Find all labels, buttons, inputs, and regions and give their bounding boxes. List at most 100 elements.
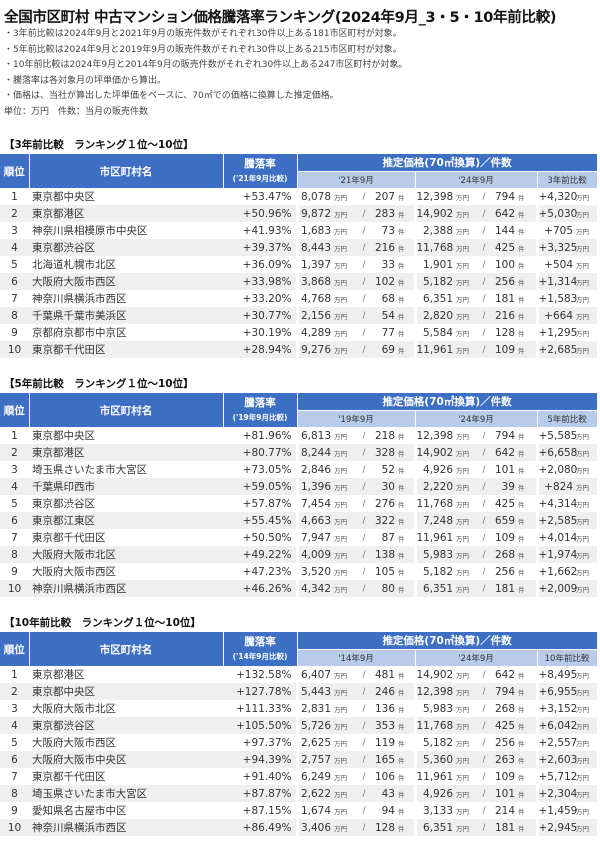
- municipality-name: 東京都港区: [29, 444, 223, 461]
- municipality-name: 東京都中央区: [29, 427, 223, 444]
- section-title: 【10年前比較 ランキング１位～10位】: [4, 617, 201, 629]
- table-row: 3 大阪府大阪市北区 +111.33% 2,831 万円 / 136 件 5,9…: [0, 700, 598, 717]
- count-unit: 件: [395, 768, 417, 785]
- yen-unit: 万円: [331, 273, 359, 290]
- past-price: 1,396: [297, 478, 331, 495]
- slash: /: [479, 324, 489, 341]
- yen-unit: 万円: [453, 700, 479, 717]
- past-count: 138: [369, 546, 395, 563]
- change-rate: +30.19%: [223, 324, 299, 341]
- slash: /: [359, 700, 369, 717]
- rate-header-label: 騰落率: [244, 158, 276, 170]
- past-count: 136: [369, 700, 395, 717]
- table-row: 5 北海道札幌市北区 +36.09% 1,397 万円 / 33 件 1,901…: [0, 256, 598, 273]
- count-unit: 件: [515, 256, 539, 273]
- slash: /: [359, 273, 369, 290]
- now-price: 4,926: [415, 785, 453, 802]
- yen-unit: 万円: [453, 785, 479, 802]
- slash: /: [479, 478, 489, 495]
- yen-unit: 万円: [453, 239, 479, 256]
- name-header: 市区町村名: [29, 393, 224, 427]
- now-price: 14,902: [415, 205, 453, 222]
- price-diff: +1,974: [537, 546, 577, 563]
- past-count: 54: [369, 307, 395, 324]
- past-price: 6,813: [297, 427, 331, 444]
- now-count: 642: [489, 205, 515, 222]
- table-row: 2 東京都港区 +80.77% 8,244 万円 / 328 件 14,902 …: [0, 444, 598, 461]
- now-price: 14,902: [415, 444, 453, 461]
- change-rate: +87.87%: [223, 785, 299, 802]
- count-unit: 件: [515, 717, 539, 734]
- ranking-section: 【3年前比較 ランキング１位～10位】 順位 市区町村名 騰落率 ('21年9月…: [0, 137, 598, 358]
- slash: /: [359, 768, 369, 785]
- now-count: 642: [489, 444, 515, 461]
- municipality-name: 千葉県千葉市美浜区: [29, 307, 223, 324]
- ranking-section: 【10年前比較 ランキング１位～10位】 順位 市区町村名 騰落率 ('14年9…: [0, 615, 598, 836]
- price-diff: +664: [537, 307, 573, 324]
- slash: /: [479, 563, 489, 580]
- now-price: 11,768: [415, 495, 453, 512]
- change-rate: +39.37%: [223, 239, 299, 256]
- count-unit: 件: [515, 290, 539, 307]
- table-row: 10 神奈川県横浜市西区 +86.49% 3,406 万円 / 128 件 6,…: [0, 819, 598, 836]
- diff-header: 3年前比較: [537, 171, 598, 188]
- ranking-table: 順位 市区町村名 騰落率 ('19年9月比較) 推定価格(70㎡換算)／件数 '…: [0, 393, 598, 597]
- count-unit: 件: [395, 444, 417, 461]
- yen-unit: 万円: [453, 222, 479, 239]
- rank: 10: [0, 341, 29, 358]
- count-unit: 件: [395, 273, 417, 290]
- rank: 2: [0, 205, 29, 222]
- rank: 1: [0, 427, 29, 444]
- change-rate: +33.20%: [223, 290, 299, 307]
- count-unit: 件: [515, 444, 539, 461]
- yen-unit: 万円: [331, 512, 359, 529]
- yen-unit: 万円: [573, 768, 598, 785]
- count-unit: 件: [395, 478, 417, 495]
- yen-unit: 万円: [331, 205, 359, 222]
- slash: /: [359, 256, 369, 273]
- past-count: 77: [369, 324, 395, 341]
- now-count: 425: [489, 495, 515, 512]
- now-price: 11,961: [415, 768, 453, 785]
- yen-unit: 万円: [453, 188, 479, 205]
- now-price: 12,398: [415, 683, 453, 700]
- yen-unit: 万円: [573, 819, 598, 836]
- rate-header: 騰落率 ('21年9月比較): [223, 154, 298, 188]
- count-unit: 件: [395, 546, 417, 563]
- slash: /: [359, 751, 369, 768]
- past-price: 7,454: [297, 495, 331, 512]
- change-rate: +94.39%: [223, 751, 299, 768]
- now-price: 11,768: [415, 717, 453, 734]
- slash: /: [479, 819, 489, 836]
- past-count: 73: [369, 222, 395, 239]
- yen-unit: 万円: [331, 341, 359, 358]
- slash: /: [359, 495, 369, 512]
- count-unit: 件: [515, 768, 539, 785]
- yen-unit: 万円: [331, 222, 359, 239]
- table-row: 3 埼玉県さいたま市大宮区 +73.05% 2,846 万円 / 52 件 4,…: [0, 461, 598, 478]
- rank: 1: [0, 666, 29, 683]
- yen-unit: 万円: [331, 495, 359, 512]
- slash: /: [479, 256, 489, 273]
- yen-unit: 万円: [573, 700, 598, 717]
- price-group-header: 推定価格(70㎡換算)／件数: [297, 393, 598, 411]
- yen-unit: 万円: [331, 666, 359, 683]
- yen-unit: 万円: [453, 495, 479, 512]
- count-unit: 件: [515, 427, 539, 444]
- slash: /: [479, 495, 489, 512]
- municipality-name: 東京都千代田区: [29, 529, 223, 546]
- past-price: 7,947: [297, 529, 331, 546]
- slash: /: [359, 324, 369, 341]
- price-diff: +1,459: [537, 802, 577, 819]
- change-rate: +53.47%: [223, 188, 299, 205]
- yen-unit: 万円: [453, 273, 479, 290]
- slash: /: [359, 341, 369, 358]
- now-count: 268: [489, 700, 515, 717]
- price-diff: +4,014: [537, 529, 577, 546]
- now-price: 5,983: [415, 546, 453, 563]
- change-rate: +57.87%: [223, 495, 299, 512]
- rank: 4: [0, 717, 29, 734]
- yen-unit: 万円: [453, 205, 479, 222]
- change-rate: +87.15%: [223, 802, 299, 819]
- slash: /: [479, 785, 489, 802]
